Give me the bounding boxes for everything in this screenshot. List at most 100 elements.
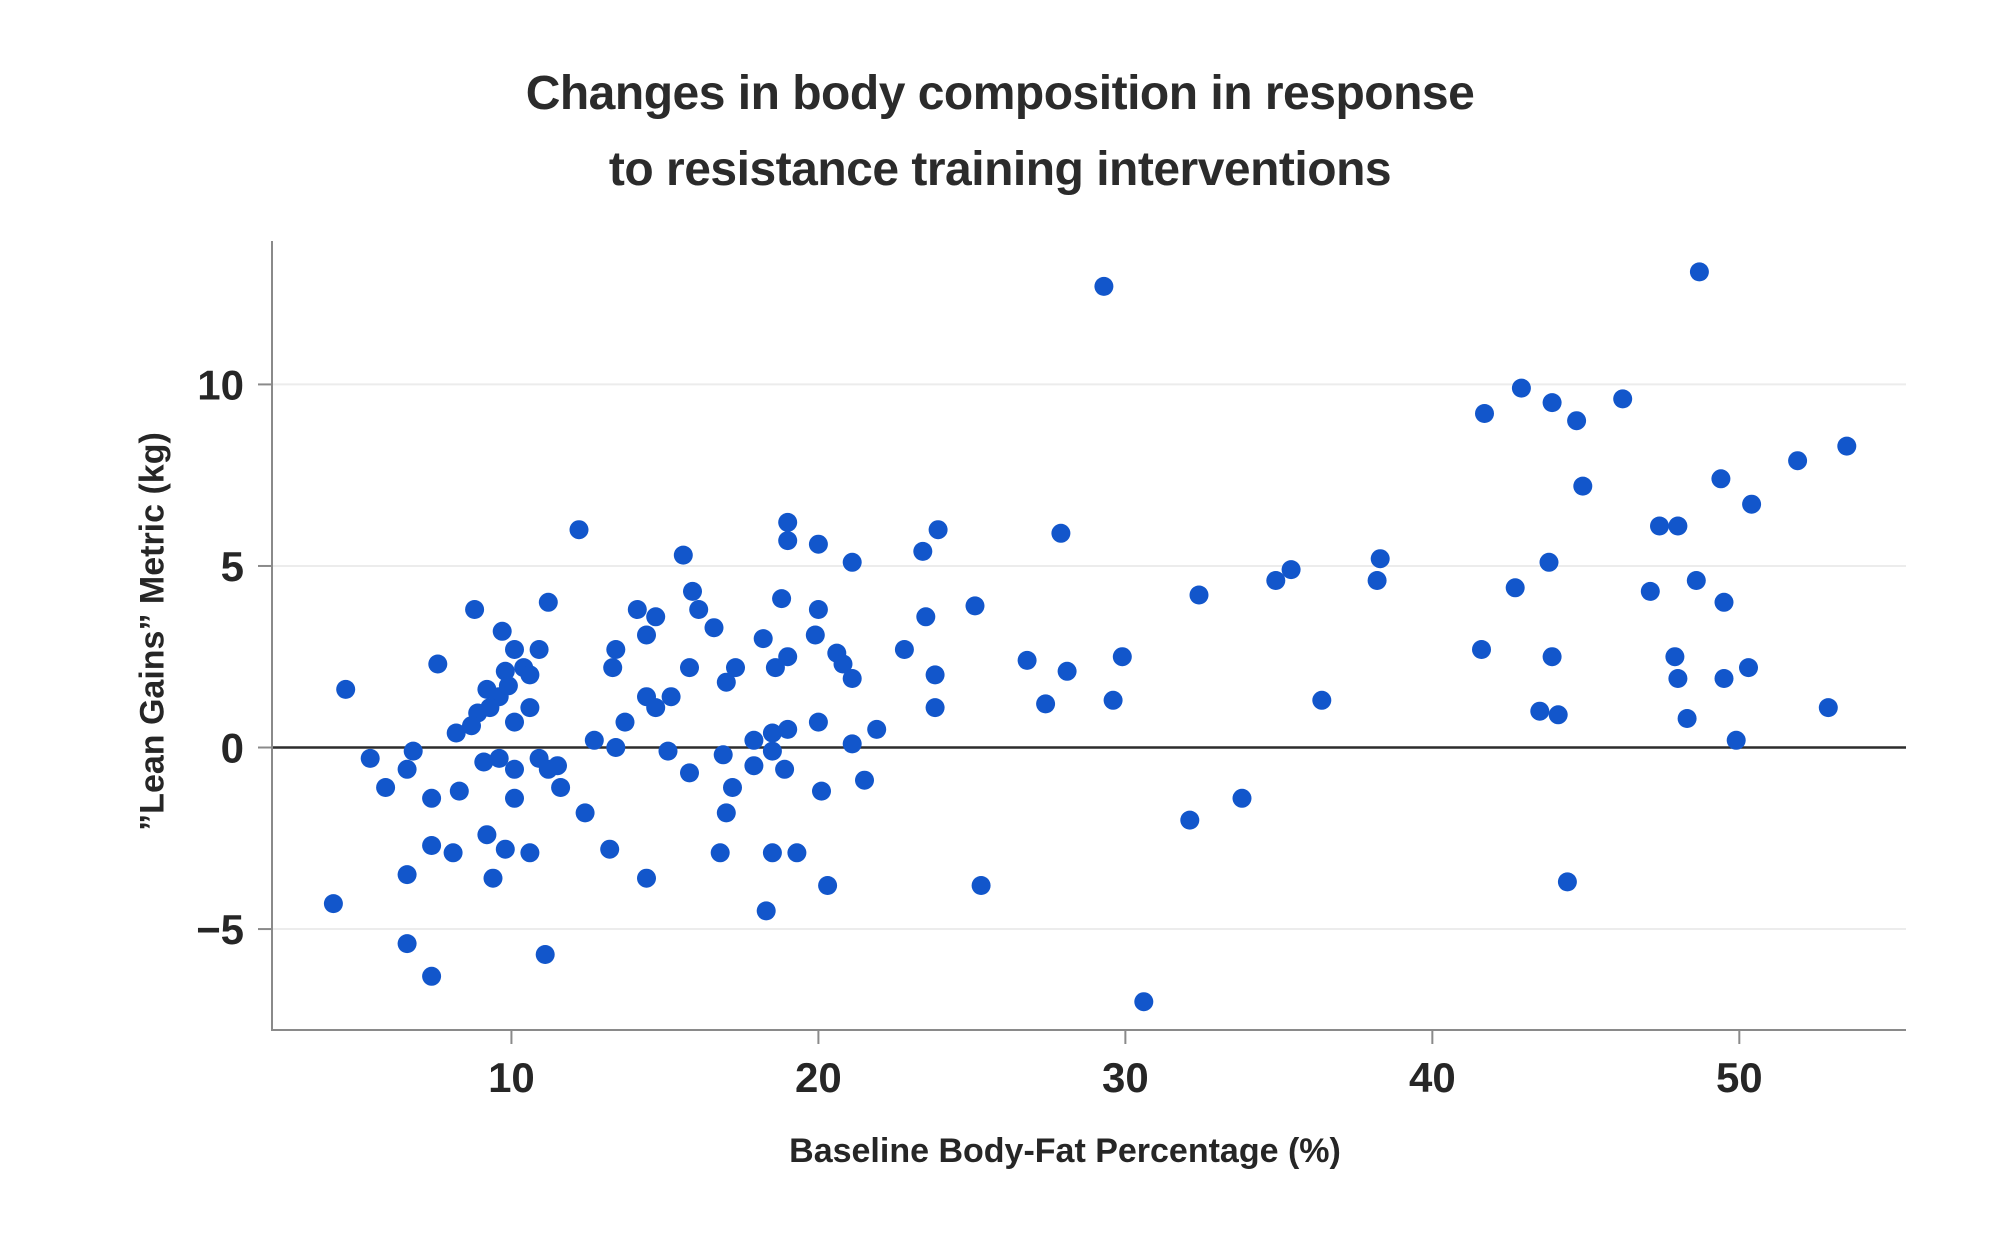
data-point xyxy=(762,843,782,863)
data-point xyxy=(1505,578,1525,598)
data-point xyxy=(1714,592,1734,612)
data-point xyxy=(483,868,503,888)
data-point xyxy=(778,647,798,667)
y-tick-label-10: 10 xyxy=(197,361,244,408)
data-points xyxy=(323,262,1857,1012)
data-point xyxy=(1472,640,1491,659)
data-point xyxy=(600,839,620,859)
data-point xyxy=(1266,571,1286,590)
x-tick-label-50: 50 xyxy=(1716,1054,1763,1101)
data-point xyxy=(808,712,828,732)
data-point xyxy=(495,661,515,681)
data-point xyxy=(842,552,862,572)
data-point xyxy=(449,781,469,801)
data-point xyxy=(744,730,764,750)
data-point xyxy=(520,698,540,718)
data-point xyxy=(787,843,807,863)
data-point xyxy=(548,756,567,776)
data-point xyxy=(603,658,623,678)
data-point xyxy=(428,654,448,674)
data-point xyxy=(833,654,853,674)
data-point xyxy=(756,901,776,921)
data-point xyxy=(723,778,742,797)
data-point xyxy=(1017,650,1037,670)
data-point xyxy=(1232,788,1252,808)
data-point xyxy=(615,712,635,732)
x-tick-label-20: 20 xyxy=(795,1054,842,1101)
data-point xyxy=(535,945,555,964)
x-tick-label-40: 40 xyxy=(1409,1054,1456,1101)
data-point xyxy=(505,712,524,732)
y-tick-label-5: 5 xyxy=(221,543,244,590)
data-point xyxy=(323,894,343,914)
data-point xyxy=(1726,730,1746,750)
data-point xyxy=(765,658,785,678)
data-point xyxy=(1542,393,1562,413)
data-point xyxy=(376,778,396,797)
data-point xyxy=(661,687,681,707)
data-point xyxy=(965,596,985,616)
data-point xyxy=(1640,581,1660,601)
data-point xyxy=(606,738,626,757)
data-point xyxy=(569,520,589,540)
data-point xyxy=(1103,690,1123,710)
data-point xyxy=(477,825,497,845)
data-point xyxy=(538,592,558,612)
data-point xyxy=(520,665,540,685)
data-point xyxy=(1668,516,1688,536)
data-point xyxy=(1036,694,1056,714)
data-point xyxy=(1057,661,1077,681)
data-point xyxy=(505,759,524,779)
y-axis-title: ”Lean Gains” Metric (kg) xyxy=(133,432,172,831)
data-point xyxy=(627,600,647,619)
data-point xyxy=(1742,494,1762,514)
data-point xyxy=(1051,523,1071,543)
data-point xyxy=(894,640,914,659)
data-point xyxy=(928,520,948,540)
data-point xyxy=(443,843,463,863)
data-point xyxy=(683,581,702,601)
data-point xyxy=(1557,872,1577,892)
data-point xyxy=(1714,669,1734,688)
chart-title-line-1: Changes in body composition in response xyxy=(525,67,1475,120)
data-point xyxy=(778,512,798,532)
data-point xyxy=(1134,992,1154,1012)
data-point xyxy=(710,843,730,863)
data-point xyxy=(575,803,595,823)
data-point xyxy=(646,607,666,627)
data-point xyxy=(422,836,442,855)
data-point xyxy=(465,600,485,619)
data-point xyxy=(925,698,945,718)
data-point xyxy=(762,723,782,743)
data-point xyxy=(606,640,626,659)
data-point xyxy=(1189,585,1209,605)
data-point xyxy=(1548,705,1568,725)
data-point xyxy=(808,534,828,554)
data-point xyxy=(971,876,991,895)
data-point xyxy=(1539,552,1559,572)
data-point xyxy=(1312,690,1332,710)
data-point xyxy=(680,763,699,783)
data-point xyxy=(808,600,828,619)
data-point xyxy=(772,589,792,609)
data-point xyxy=(551,778,571,797)
data-point xyxy=(403,741,423,761)
data-point xyxy=(1677,709,1697,728)
data-point xyxy=(480,698,500,718)
data-point xyxy=(689,600,709,619)
x-tick-label-10: 10 xyxy=(488,1054,535,1101)
data-point xyxy=(1613,389,1633,409)
data-point xyxy=(925,665,945,685)
data-point xyxy=(498,676,518,696)
data-point xyxy=(1650,516,1669,536)
data-point xyxy=(805,625,825,645)
data-point xyxy=(1686,571,1706,590)
data-point xyxy=(867,719,887,739)
data-point xyxy=(1367,571,1387,590)
data-point xyxy=(744,756,764,776)
data-point xyxy=(1180,810,1200,830)
data-point xyxy=(775,759,795,779)
data-point xyxy=(704,618,724,638)
